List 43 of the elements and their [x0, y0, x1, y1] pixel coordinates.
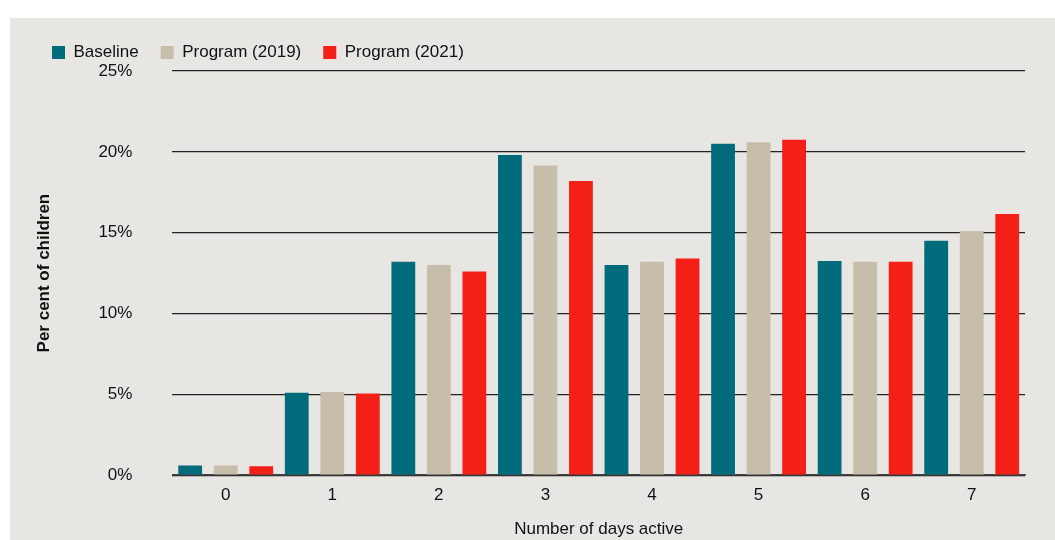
y-tick-label: 5%: [107, 384, 133, 404]
bar: [604, 265, 629, 475]
bar: [249, 466, 274, 475]
bar: [782, 139, 806, 475]
x-tick-label: 7: [966, 485, 977, 505]
legend-label: Program (2021): [344, 42, 464, 62]
bar: [817, 260, 842, 475]
bar: [746, 142, 771, 475]
bar: [853, 261, 878, 475]
bar: [995, 214, 1020, 475]
y-tick-label: 10%: [98, 303, 133, 323]
y-tick-label: 20%: [98, 141, 133, 161]
x-tick-label: 6: [860, 485, 870, 505]
x-tick-label: 0: [220, 485, 231, 505]
bar: [888, 261, 913, 475]
bar: [959, 231, 984, 475]
x-tick-label: 3: [540, 485, 551, 505]
bar: [320, 391, 345, 475]
bar: [640, 261, 664, 475]
y-tick-label: 15%: [98, 222, 133, 242]
bar: [391, 261, 416, 475]
bar: [533, 165, 558, 475]
bar: [462, 271, 487, 475]
bar: [178, 465, 203, 475]
bar: [355, 393, 380, 475]
x-axis-title: Number of days active: [514, 519, 684, 539]
legend-label: Program (2019): [182, 42, 302, 62]
x-tick-label: 4: [647, 485, 657, 505]
bar: [569, 180, 593, 475]
x-tick-label: 5: [753, 485, 764, 505]
x-tick-label: 2: [434, 485, 444, 505]
legend-label: Baseline: [73, 42, 139, 62]
bar: [711, 143, 735, 475]
bar: [675, 258, 700, 475]
bar: [498, 155, 522, 475]
bar: [924, 240, 949, 475]
y-tick-label: 0%: [107, 464, 133, 484]
y-axis-title: Per cent of children: [33, 193, 53, 353]
bar: [213, 465, 238, 475]
bar: [284, 392, 309, 475]
y-tick-label: 25%: [98, 60, 133, 80]
bar: [426, 265, 451, 475]
x-tick-label: 1: [327, 485, 338, 505]
